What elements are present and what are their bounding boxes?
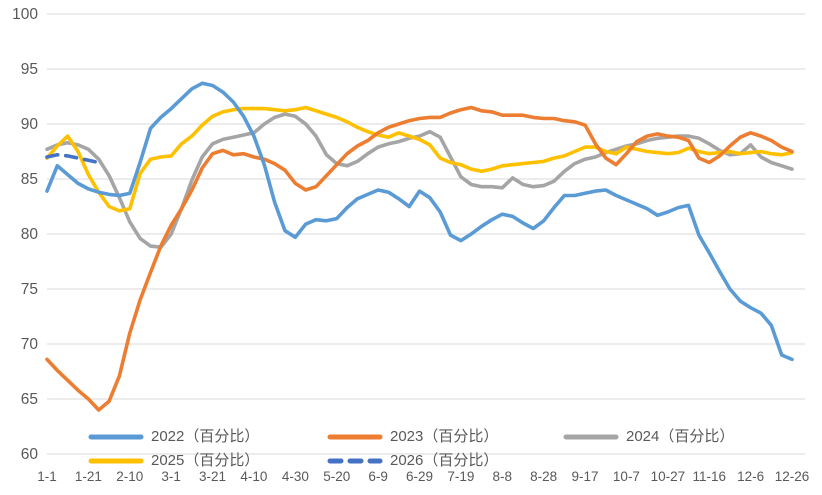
x-axis-tick-label: 10-7 [613, 469, 640, 484]
x-axis-tick-label: 7-19 [447, 469, 474, 484]
x-axis-tick-label: 12-26 [775, 469, 810, 484]
legend-swatch-2026-icon [327, 458, 383, 464]
x-axis-tick-label: 4-10 [240, 469, 267, 484]
x-axis-tick-label: 3-1 [161, 469, 181, 484]
y-axis-tick-label: 65 [21, 391, 38, 408]
x-axis-tick-label: 8-8 [493, 469, 513, 484]
y-axis-tick-label: 90 [21, 116, 39, 133]
y-axis-tick-label: 100 [12, 6, 38, 23]
legend-label-2025: 2025（百分比） [151, 452, 260, 469]
series-line-2022 [45, 81, 794, 362]
legend-swatch-2022-icon [88, 434, 144, 440]
x-axis-tick-label: 1-21 [75, 469, 102, 484]
x-axis-tick-label: 6-9 [368, 469, 388, 484]
x-axis-tick-label: 3-21 [199, 469, 226, 484]
legend-item-2024: 2024（百分比） [563, 428, 734, 446]
y-axis-tick-label: 70 [21, 336, 39, 353]
legend-label-2022: 2022（百分比） [151, 428, 260, 445]
x-axis-tick-label: 9-17 [572, 469, 599, 484]
x-axis-tick-label: 4-30 [282, 469, 309, 484]
x-axis-tick-label: 11-16 [692, 469, 726, 484]
legend-label-2023: 2023（百分比） [390, 428, 499, 445]
series-line-2026 [45, 153, 101, 165]
x-axis-tick-label: 12-6 [737, 469, 764, 484]
x-axis-tick-label: 6-29 [406, 469, 433, 484]
y-axis-tick-label: 60 [21, 446, 39, 463]
legend-item-2026: 2026（百分比） [327, 452, 498, 470]
x-axis-tick-label: 1-1 [37, 469, 57, 484]
y-axis-tick-label: 95 [21, 61, 38, 78]
series-line-2024 [45, 112, 794, 249]
x-axis-tick-label: 8-28 [530, 469, 557, 484]
legend-label-2026: 2026（百分比） [390, 452, 499, 469]
x-axis-tick-label: 5-20 [323, 469, 350, 484]
x-axis-tick-label: 10-27 [651, 469, 686, 484]
series-line-2023 [45, 105, 794, 412]
y-axis-tick-label: 80 [21, 226, 39, 243]
legend-label-2024: 2024（百分比） [626, 428, 735, 445]
legend-item-2022: 2022（百分比） [88, 428, 259, 446]
series-line-2025 [45, 105, 794, 213]
y-axis-tick-label: 75 [21, 281, 38, 298]
legend-swatch-2025-icon [88, 458, 144, 464]
legend-item-2025: 2025（百分比） [88, 452, 259, 470]
y-axis-tick-label: 85 [21, 171, 38, 188]
legend-swatch-2023-icon [327, 434, 383, 440]
legend-item-2023: 2023（百分比） [327, 428, 498, 446]
x-axis-tick-label: 2-10 [116, 469, 143, 484]
legend-swatch-2024-icon [563, 434, 619, 440]
